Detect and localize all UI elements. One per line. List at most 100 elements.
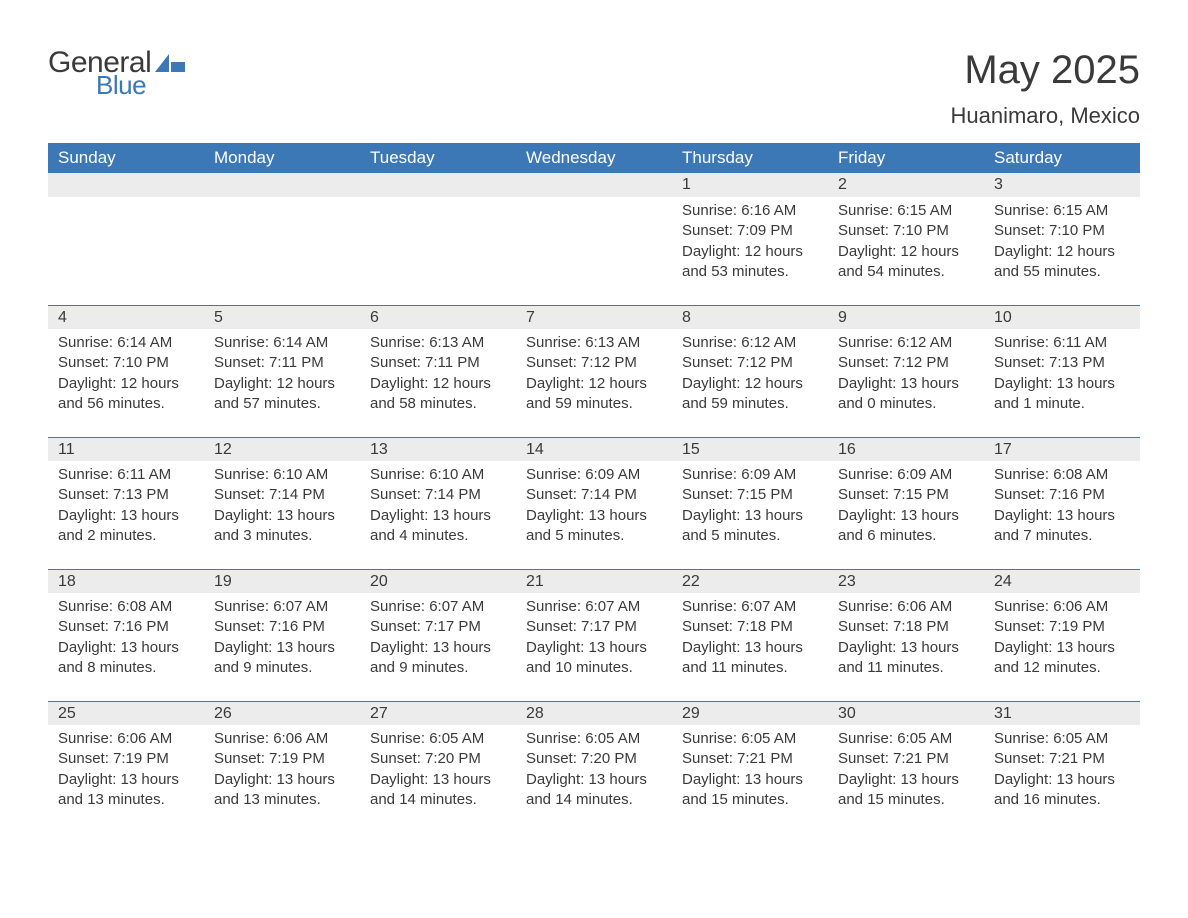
sunset-label: Sunset: (838, 750, 893, 767)
day-number: 19 (204, 569, 360, 593)
day-daylight: Daylight: 12 hours and 59 minutes. (526, 374, 662, 415)
sunrise-label: Sunrise: (682, 334, 741, 351)
day-sunrise: Sunrise: 6:05 AM (994, 729, 1130, 749)
weekday-header: Tuesday (360, 143, 516, 173)
day-number: 26 (204, 701, 360, 725)
day-number: 5 (204, 305, 360, 329)
day-daylight: Daylight: 13 hours and 10 minutes. (526, 638, 662, 679)
daylight-label: Daylight: (214, 375, 277, 392)
day-number: 1 (672, 173, 828, 197)
day-number: 9 (828, 305, 984, 329)
day-sunrise: Sunrise: 6:09 AM (682, 465, 818, 485)
day-daylight: Daylight: 13 hours and 2 minutes. (58, 506, 194, 547)
day-sunset: Sunset: 7:12 PM (526, 353, 662, 373)
sunrise-value: 6:09 AM (897, 466, 952, 483)
sunrise-value: 6:11 AM (117, 466, 171, 483)
day-info: Sunrise: 6:07 AMSunset: 7:17 PMDaylight:… (360, 593, 516, 701)
day-sunset: Sunset: 7:12 PM (838, 353, 974, 373)
day-sunset: Sunset: 7:10 PM (838, 221, 974, 241)
day-sunrise: Sunrise: 6:05 AM (682, 729, 818, 749)
sunrise-value: 6:07 AM (273, 598, 328, 615)
day-number: 31 (984, 701, 1140, 725)
logo-flag-icon (155, 54, 187, 78)
week-daynum-row: 18192021222324 (48, 569, 1140, 593)
daylight-label: Daylight: (682, 639, 745, 656)
sunrise-value: 6:06 AM (897, 598, 952, 615)
empty-day (360, 173, 516, 197)
sunrise-value: 6:15 AM (1053, 202, 1108, 219)
day-number: 28 (516, 701, 672, 725)
day-info: Sunrise: 6:07 AMSunset: 7:17 PMDaylight:… (516, 593, 672, 701)
sunrise-value: 6:10 AM (273, 466, 328, 483)
sunset-value: 7:19 PM (113, 750, 169, 767)
daylight-label: Daylight: (58, 771, 121, 788)
sunrise-value: 6:15 AM (897, 202, 952, 219)
day-number: 10 (984, 305, 1140, 329)
day-info: Sunrise: 6:05 AMSunset: 7:21 PMDaylight:… (672, 725, 828, 818)
day-sunrise: Sunrise: 6:12 AM (682, 333, 818, 353)
sunset-label: Sunset: (526, 750, 581, 767)
day-sunrise: Sunrise: 6:05 AM (526, 729, 662, 749)
day-daylight: Daylight: 13 hours and 5 minutes. (526, 506, 662, 547)
day-sunrise: Sunrise: 6:09 AM (526, 465, 662, 485)
sunset-value: 7:17 PM (581, 618, 637, 635)
sunset-label: Sunset: (682, 222, 737, 239)
daylight-label: Daylight: (214, 771, 277, 788)
week-info-row: Sunrise: 6:08 AMSunset: 7:16 PMDaylight:… (48, 593, 1140, 701)
sunrise-label: Sunrise: (682, 598, 741, 615)
weekday-header: Friday (828, 143, 984, 173)
day-sunset: Sunset: 7:15 PM (838, 485, 974, 505)
day-sunrise: Sunrise: 6:05 AM (370, 729, 506, 749)
daylight-label: Daylight: (370, 639, 433, 656)
day-number: 23 (828, 569, 984, 593)
sunrise-value: 6:10 AM (429, 466, 484, 483)
day-daylight: Daylight: 12 hours and 53 minutes. (682, 242, 818, 283)
day-daylight: Daylight: 13 hours and 14 minutes. (526, 770, 662, 811)
sunset-value: 7:14 PM (581, 486, 637, 503)
day-sunrise: Sunrise: 6:11 AM (994, 333, 1130, 353)
day-info: Sunrise: 6:08 AMSunset: 7:16 PMDaylight:… (48, 593, 204, 701)
daylight-label: Daylight: (838, 507, 901, 524)
sunset-value: 7:10 PM (1049, 222, 1105, 239)
daylight-label: Daylight: (838, 771, 901, 788)
day-sunset: Sunset: 7:16 PM (58, 617, 194, 637)
empty-info (48, 197, 204, 305)
sunset-value: 7:17 PM (425, 618, 481, 635)
sunrise-value: 6:07 AM (741, 598, 796, 615)
weekday-header: Sunday (48, 143, 204, 173)
weekday-header: Wednesday (516, 143, 672, 173)
day-info: Sunrise: 6:14 AMSunset: 7:11 PMDaylight:… (204, 329, 360, 437)
day-sunrise: Sunrise: 6:07 AM (682, 597, 818, 617)
sunrise-value: 6:08 AM (1053, 466, 1108, 483)
sunrise-label: Sunrise: (994, 730, 1053, 747)
day-sunset: Sunset: 7:11 PM (214, 353, 350, 373)
day-sunset: Sunset: 7:21 PM (682, 749, 818, 769)
day-sunrise: Sunrise: 6:16 AM (682, 201, 818, 221)
sunrise-label: Sunrise: (994, 334, 1053, 351)
day-sunset: Sunset: 7:10 PM (994, 221, 1130, 241)
sunset-label: Sunset: (214, 750, 269, 767)
sunset-label: Sunset: (682, 486, 737, 503)
day-info: Sunrise: 6:13 AMSunset: 7:11 PMDaylight:… (360, 329, 516, 437)
day-sunset: Sunset: 7:20 PM (526, 749, 662, 769)
sunrise-label: Sunrise: (370, 334, 429, 351)
day-number: 11 (48, 437, 204, 461)
daylight-label: Daylight: (370, 507, 433, 524)
day-info: Sunrise: 6:16 AMSunset: 7:09 PMDaylight:… (672, 197, 828, 305)
sunset-value: 7:16 PM (1049, 486, 1105, 503)
day-daylight: Daylight: 13 hours and 12 minutes. (994, 638, 1130, 679)
daylight-label: Daylight: (682, 375, 745, 392)
day-sunrise: Sunrise: 6:05 AM (838, 729, 974, 749)
day-sunset: Sunset: 7:15 PM (682, 485, 818, 505)
sunset-value: 7:13 PM (1049, 354, 1105, 371)
day-daylight: Daylight: 13 hours and 13 minutes. (58, 770, 194, 811)
sunset-value: 7:20 PM (425, 750, 481, 767)
sunrise-label: Sunrise: (838, 334, 897, 351)
sunset-label: Sunset: (58, 618, 113, 635)
sunset-label: Sunset: (58, 750, 113, 767)
sunset-value: 7:16 PM (269, 618, 325, 635)
sunset-label: Sunset: (838, 618, 893, 635)
day-daylight: Daylight: 13 hours and 16 minutes. (994, 770, 1130, 811)
sunrise-value: 6:06 AM (117, 730, 172, 747)
sunrise-label: Sunrise: (682, 730, 741, 747)
